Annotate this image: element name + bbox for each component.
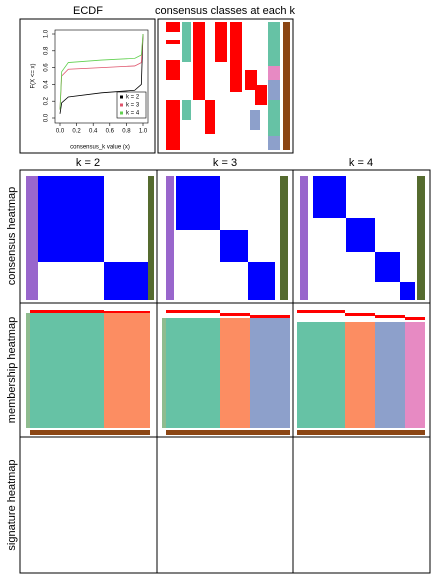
legend-swatch (120, 111, 123, 115)
annotation-strip (417, 176, 425, 300)
x-tick-label: 0.4 (89, 129, 98, 135)
heat-block (375, 252, 400, 282)
legend-swatch (120, 103, 123, 107)
heat-block (250, 315, 290, 318)
ecdf-line (59, 33, 144, 114)
annotation-strip (162, 318, 166, 428)
legend-swatch (120, 95, 123, 99)
x-tick-label: 0.2 (72, 129, 81, 135)
heat-block (313, 176, 346, 218)
annotation-strip (26, 313, 30, 428)
heat-block (268, 80, 280, 100)
heat-block (193, 100, 205, 150)
heat-block (193, 22, 205, 100)
ecdf-title: ECDF (73, 5, 103, 17)
legend-label: k = 3 (126, 103, 140, 109)
heat-block (250, 110, 260, 130)
y-axis-label: F(X <= x) (31, 63, 37, 88)
x-axis-label: consensus_k value (x) (70, 145, 130, 151)
column-title: k = 3 (213, 157, 237, 169)
annotation-strip (283, 22, 290, 150)
x-tick-label: 0.0 (56, 129, 65, 135)
heat-block (245, 70, 257, 90)
heat-block (104, 313, 150, 428)
heat-block (230, 22, 242, 92)
annotation-strip (297, 430, 425, 435)
heat-block (104, 311, 150, 313)
annotation-strip (148, 176, 154, 300)
heat-block (30, 313, 104, 428)
plot-frame (54, 29, 149, 124)
heat-block (405, 322, 425, 428)
heat-block (182, 100, 191, 120)
heat-block (405, 317, 425, 320)
heat-block (375, 315, 405, 318)
y-tick-label: 0.6 (44, 63, 50, 72)
heat-block (166, 100, 180, 150)
y-tick-label: 0.4 (44, 80, 50, 89)
legend-label: k = 4 (126, 111, 140, 117)
heat-block (205, 100, 215, 134)
column-title: k = 2 (76, 157, 100, 169)
column-title: k = 4 (349, 157, 373, 169)
annotation-strip (166, 176, 174, 300)
heat-block (345, 313, 375, 316)
heat-block (400, 282, 415, 300)
heat-block (268, 136, 280, 150)
classes-title: consensus classes at each k (155, 5, 296, 17)
classes-box (157, 18, 294, 154)
annotation-strip (166, 430, 290, 435)
heat-block (220, 318, 250, 428)
heat-block (220, 230, 248, 262)
heat-block (166, 318, 220, 428)
heat-block (268, 66, 280, 80)
heat-block (346, 218, 375, 252)
row-title: consensus heatmap (6, 187, 18, 285)
heat-block (215, 22, 227, 62)
heat-block (250, 318, 290, 428)
ecdf-box (19, 18, 156, 154)
annotation-strip (280, 176, 288, 300)
heat-block (375, 322, 405, 428)
x-tick-label: 1.0 (139, 129, 148, 135)
y-tick-label: 0.0 (44, 113, 50, 122)
x-tick-label: 0.8 (122, 129, 131, 135)
heat-block (166, 310, 220, 313)
heat-block (166, 22, 180, 32)
ecdf-line (59, 33, 144, 110)
heat-block (220, 313, 250, 316)
y-tick-label: 1.0 (44, 29, 50, 38)
heat-block (30, 310, 104, 313)
x-tick-label: 0.6 (106, 129, 115, 135)
heat-block (268, 100, 280, 136)
row-title: membership heatmap (6, 317, 18, 423)
annotation-strip (300, 176, 308, 300)
heat-block (176, 176, 220, 230)
heat-block (297, 310, 345, 313)
heat-block (38, 176, 104, 262)
heat-block (255, 85, 267, 105)
heat-block (166, 60, 180, 80)
heat-block (268, 22, 280, 66)
row-title: signature heatmap (6, 459, 18, 550)
heat-block (182, 22, 191, 62)
legend-label: k = 2 (126, 95, 140, 101)
y-tick-label: 0.8 (44, 46, 50, 55)
heat-block (297, 322, 345, 428)
heat-block (345, 322, 375, 428)
annotation-strip (30, 430, 150, 435)
heat-block (166, 40, 180, 44)
heat-block (248, 262, 275, 300)
heat-block (104, 262, 148, 300)
grid-box (19, 169, 431, 574)
y-tick-label: 0.2 (44, 96, 50, 105)
annotation-strip (26, 176, 38, 300)
